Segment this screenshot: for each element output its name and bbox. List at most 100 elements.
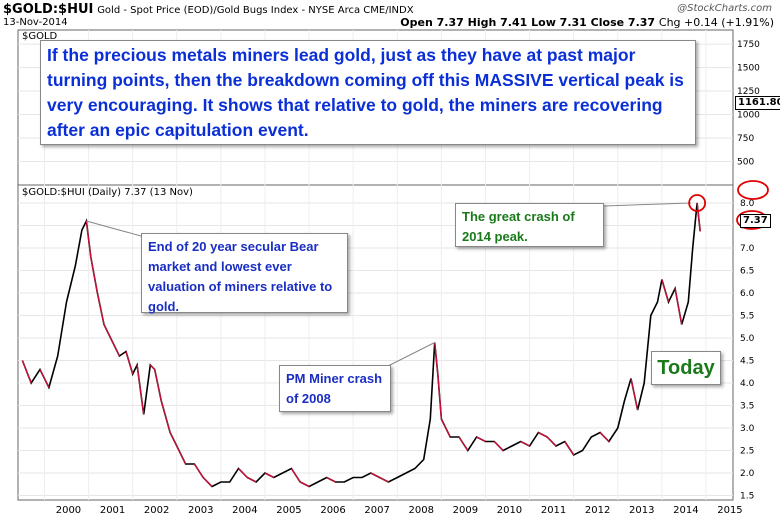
- ratio-tick-label: 1.5: [740, 492, 754, 502]
- ratio-down-segment: [326, 476, 336, 483]
- ratio-down-segment: [136, 364, 145, 415]
- year-tick-label: 2012: [585, 505, 610, 516]
- commentary-note: If the precious metals miners lead gold,…: [40, 40, 696, 145]
- ratio-tick-label: 6.0: [740, 289, 755, 299]
- ratio-down-segment: [169, 432, 178, 447]
- ratio-down-segment: [160, 400, 171, 433]
- ratio-down-segment: [149, 364, 156, 370]
- ratio-tick-label: 4.0: [740, 379, 755, 389]
- year-tick-label: 2007: [364, 505, 389, 516]
- ratio-down-segment: [299, 481, 310, 488]
- ratio-down-segment: [85, 220, 92, 258]
- year-tick-label: 2015: [717, 505, 742, 516]
- level-circle-8: [737, 180, 769, 200]
- year-tick-label: 2011: [541, 505, 566, 516]
- ratio-down-segment: [630, 378, 639, 411]
- callout-2014-peak: The great crash of 2014 peak.: [455, 203, 604, 247]
- chart-header: $GOLD:$HUI Gold - Spot Price (EOD)/Gold …: [0, 0, 780, 30]
- year-tick-label: 2006: [320, 505, 345, 516]
- ratio-tick-label: 3.5: [740, 402, 754, 412]
- ratio-down-segment: [125, 351, 134, 375]
- ratio-tick-label: 2.5: [740, 447, 754, 457]
- ohlc-readout: Open 7.37 High 7.41 Low 7.31 Close 7.37 …: [400, 16, 774, 29]
- close-value: Close 7.37: [590, 16, 656, 29]
- open-value: Open 7.37: [400, 16, 464, 29]
- ratio-down-segment: [96, 292, 105, 325]
- year-tick-label: 2003: [188, 505, 213, 516]
- lower-panel-label: $GOLD:$HUI (Daily) 7.37 (13 Nov): [22, 187, 193, 198]
- gold-tick-label: 500: [737, 158, 754, 168]
- pointer-2001: [86, 220, 142, 237]
- year-tick-label: 2010: [497, 505, 522, 516]
- ratio-tick-label: 5.5: [740, 312, 754, 322]
- ratio-tick-label: 6.5: [740, 267, 754, 277]
- ratio-down-segment: [39, 369, 50, 388]
- high-value: High 7.41: [467, 16, 528, 29]
- year-tick-label: 2001: [100, 505, 125, 516]
- ratio-down-segment: [546, 436, 557, 447]
- ratio-tick-label: 5.0: [740, 334, 755, 344]
- ratio-down-segment: [379, 476, 389, 483]
- ratio-down-segment: [193, 463, 204, 478]
- ratio-down-segment: [599, 432, 610, 442]
- ratio-down-segment: [290, 468, 301, 483]
- pointer-2008: [387, 342, 435, 367]
- ratio-down-segment: [440, 418, 451, 438]
- ratio-down-segment: [476, 436, 486, 443]
- gold-tick-label: 1500: [737, 64, 760, 74]
- ratio-down-segment: [493, 441, 504, 451]
- pointer-2014: [603, 202, 692, 207]
- year-tick-label: 2008: [409, 505, 434, 516]
- ratio-down-segment: [154, 369, 162, 402]
- ratio-down-segment: [661, 279, 670, 303]
- ratio-down-segment: [538, 431, 548, 438]
- callout-2008-crash: PM Miner crash of 2008: [279, 365, 391, 412]
- today-label: Today: [651, 351, 721, 385]
- ratio-down-segment: [110, 337, 121, 357]
- ratio-down-segment: [434, 342, 439, 375]
- ratio-tick-label: 8.0: [740, 199, 755, 209]
- gold-price-tag: 1161.80: [735, 96, 780, 110]
- ratio-tick-label: 2.0: [740, 469, 755, 479]
- year-tick-label: 2014: [673, 505, 698, 516]
- chart-title: $GOLD:$HUI Gold - Spot Price (EOD)/Gold …: [3, 2, 414, 17]
- year-tick-label: 2004: [232, 505, 257, 516]
- ratio-price-tag: 7.37: [740, 214, 771, 228]
- ratio-down-segment: [437, 373, 443, 420]
- low-value: Low 7.31: [531, 16, 587, 29]
- ratio-down-segment: [202, 477, 213, 487]
- ratio-down-segment: [238, 468, 248, 478]
- year-tick-label: 2009: [453, 505, 478, 516]
- ratio-tick-label: 4.5: [740, 357, 754, 367]
- ratio-down-segment: [696, 202, 701, 232]
- chart-date: 13-Nov-2014: [3, 17, 68, 28]
- ratio-down-segment: [370, 472, 380, 479]
- ratio-down-segment: [564, 441, 575, 456]
- year-tick-label: 2013: [629, 505, 654, 516]
- ratio-down-segment: [458, 436, 469, 451]
- year-tick-label: 2005: [276, 505, 301, 516]
- gold-tick-label: 750: [737, 134, 754, 144]
- ratio-tick-label: 7.0: [740, 244, 755, 254]
- year-tick-label: 2002: [144, 505, 169, 516]
- year-tick-label: 2000: [56, 505, 81, 516]
- ratio-down-segment: [264, 472, 275, 479]
- upper-panel-label: $GOLD: [22, 31, 58, 42]
- ratio-down-segment: [103, 324, 112, 339]
- brand-watermark: @StockCharts.com: [677, 3, 772, 14]
- change-value: Chg +0.14 (+1.91%): [658, 16, 774, 29]
- ratio-down-segment: [176, 445, 187, 465]
- callout-2001-bottom: End of 20 year secular Bear market and l…: [141, 233, 348, 314]
- ratio-down-segment: [90, 256, 99, 294]
- ratio-down-segment: [21, 360, 32, 384]
- ratio-down-segment: [674, 288, 683, 325]
- symbol-description: Gold - Spot Price (EOD)/Gold Bugs Index …: [97, 5, 414, 16]
- peak-circle: [688, 194, 707, 212]
- symbol: $GOLD:$HUI: [3, 2, 94, 17]
- gold-tick-label: 1750: [737, 40, 760, 50]
- gold-tick-label: 1000: [737, 111, 760, 121]
- gold-tick-label: 1250: [737, 87, 760, 97]
- ratio-down-segment: [520, 440, 530, 447]
- ratio-down-segment: [247, 476, 257, 483]
- ratio-tick-label: 3.0: [740, 424, 755, 434]
